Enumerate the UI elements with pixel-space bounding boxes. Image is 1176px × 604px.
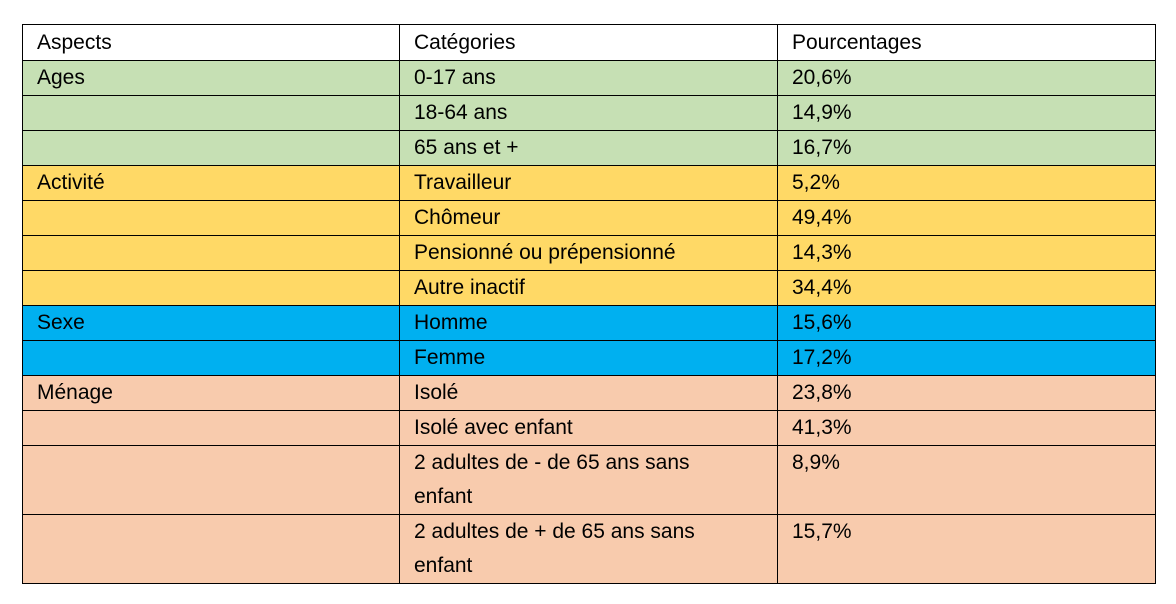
percentage-cell: 16,7%: [777, 130, 1156, 166]
header-cell: Aspects: [22, 24, 400, 61]
aspect-cell: [22, 130, 400, 166]
category-cell: 2 adultes de - de 65 ans sans enfant: [399, 445, 778, 515]
percentage-cell: 14,3%: [777, 235, 1156, 271]
aspect-cell: [22, 340, 400, 376]
aspect-cell: [22, 270, 400, 306]
aspect-cell: [22, 514, 400, 584]
table-body: Aspects Catégories Pourcentages Ages 0-17…: [22, 24, 1156, 584]
percentage-cell: 49,4%: [777, 200, 1156, 236]
percentage-cell: 34,4%: [777, 270, 1156, 306]
aspect-cell: [22, 95, 400, 131]
table-row: Sexe Homme 15,6%: [22, 305, 1156, 341]
category-cell: Chômeur: [399, 200, 778, 236]
percentage-cell: 17,2%: [777, 340, 1156, 376]
percentage-cell: 23,8%: [777, 375, 1156, 411]
aspect-cell: [22, 445, 400, 515]
header-cell: Catégories: [399, 24, 778, 61]
category-cell: Isolé: [399, 375, 778, 411]
table-row: 18-64 ans 14,9%: [22, 95, 1156, 131]
category-cell: Isolé avec enfant: [399, 410, 778, 446]
table-row: Isolé avec enfant 41,3%: [22, 410, 1156, 446]
category-cell: 2 adultes de + de 65 ans sans enfant: [399, 514, 778, 584]
percentage-cell: 5,2%: [777, 165, 1156, 201]
category-cell: 65 ans et +: [399, 130, 778, 166]
aspect-cell: Ages: [22, 60, 400, 96]
aspect-cell: [22, 235, 400, 271]
table-row: Pensionné ou prépensionné 14,3%: [22, 235, 1156, 271]
percentage-cell: 15,6%: [777, 305, 1156, 341]
aspect-cell: [22, 200, 400, 236]
category-cell: Travailleur: [399, 165, 778, 201]
category-cell: Homme: [399, 305, 778, 341]
percentage-cell: 15,7%: [777, 514, 1156, 584]
category-cell: Pensionné ou prépensionné: [399, 235, 778, 271]
percentage-cell: 8,9%: [777, 445, 1156, 515]
category-cell: 0-17 ans: [399, 60, 778, 96]
table-row: 65 ans et +16,7%: [22, 130, 1156, 166]
aspect-cell: [22, 410, 400, 446]
table-row: Femme 17,2%: [22, 340, 1156, 376]
category-cell: Autre inactif: [399, 270, 778, 306]
percentage-cell: 14,9%: [777, 95, 1156, 131]
table-row: Activité Travailleur 5,2%: [22, 165, 1156, 201]
header-cell: Pourcentages: [777, 24, 1156, 61]
table-row: Ages 0-17 ans 20,6%: [22, 60, 1156, 96]
data-table: Aspects Catégories Pourcentages Ages 0-17…: [22, 24, 1156, 584]
aspect-cell: Sexe: [22, 305, 400, 341]
table-row: Ménage Isolé 23,8%: [22, 375, 1156, 411]
category-cell: Femme: [399, 340, 778, 376]
aspect-cell: Ménage: [22, 375, 400, 411]
category-cell: 18-64 ans: [399, 95, 778, 131]
table-row: 2 adultes de + de 65 ans sans enfant 15,7…: [22, 514, 1156, 584]
percentage-cell: 20,6%: [777, 60, 1156, 96]
table-row: 2 adultes de - de 65 ans sans enfant 8,9%: [22, 445, 1156, 515]
table-row: Chômeur 49,4%: [22, 200, 1156, 236]
header-row: Aspects Catégories Pourcentages: [22, 24, 1156, 61]
percentage-cell: 41,3%: [777, 410, 1156, 446]
aspect-cell: Activité: [22, 165, 400, 201]
table-row: Autre inactif 34,4%: [22, 270, 1156, 306]
